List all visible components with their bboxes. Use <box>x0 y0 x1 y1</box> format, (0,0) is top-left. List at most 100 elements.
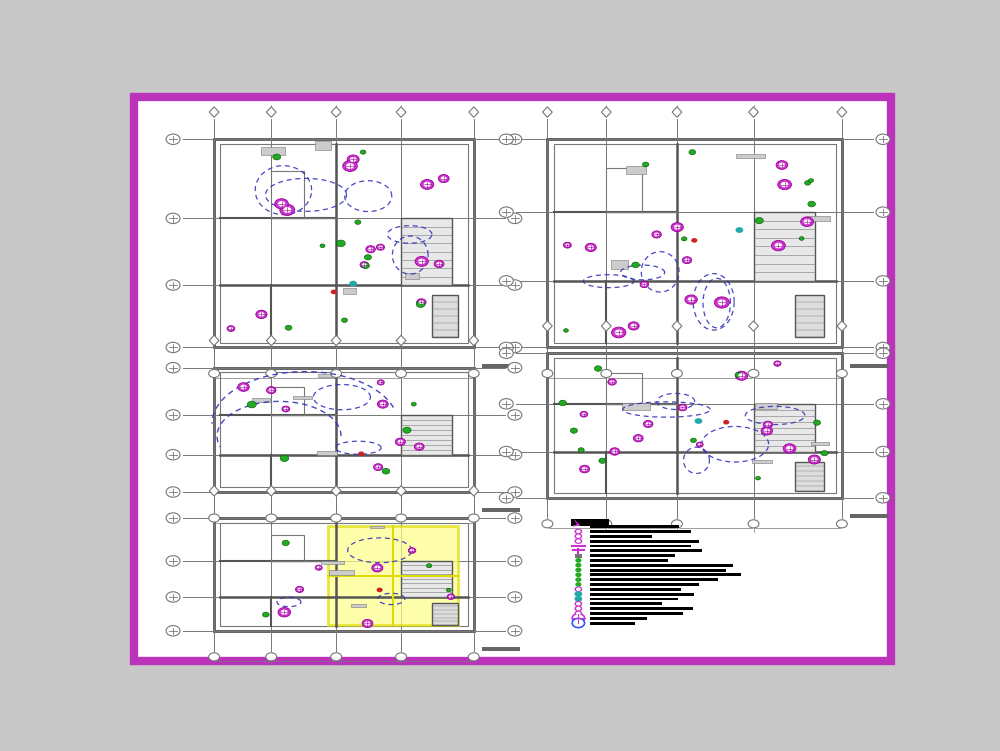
Circle shape <box>748 369 759 378</box>
Circle shape <box>376 465 381 469</box>
Circle shape <box>755 218 763 224</box>
Circle shape <box>266 369 277 378</box>
Circle shape <box>559 400 567 406</box>
Bar <box>321 562 344 564</box>
Bar <box>432 295 458 337</box>
Polygon shape <box>601 107 611 117</box>
Circle shape <box>266 514 277 522</box>
Circle shape <box>418 258 425 264</box>
Circle shape <box>781 182 788 187</box>
Bar <box>590 554 675 557</box>
Circle shape <box>331 514 342 522</box>
Circle shape <box>652 231 661 238</box>
Circle shape <box>256 310 267 318</box>
Circle shape <box>499 134 513 144</box>
Circle shape <box>542 369 553 378</box>
Bar <box>590 559 668 562</box>
Bar <box>590 588 681 591</box>
Circle shape <box>876 134 890 144</box>
Circle shape <box>678 404 687 411</box>
Bar <box>611 261 628 269</box>
Polygon shape <box>837 321 847 331</box>
Circle shape <box>280 455 289 462</box>
Circle shape <box>414 443 424 451</box>
Circle shape <box>382 469 390 474</box>
Polygon shape <box>396 107 406 117</box>
Bar <box>261 147 285 155</box>
Circle shape <box>576 539 581 543</box>
Circle shape <box>804 219 811 225</box>
Polygon shape <box>469 335 479 345</box>
Circle shape <box>508 556 522 566</box>
Circle shape <box>574 587 582 592</box>
Circle shape <box>229 327 233 330</box>
Circle shape <box>813 420 821 425</box>
Bar <box>547 353 842 498</box>
Polygon shape <box>469 486 479 496</box>
Circle shape <box>362 620 373 628</box>
Circle shape <box>499 493 513 503</box>
Circle shape <box>468 369 479 378</box>
Polygon shape <box>331 335 341 345</box>
Circle shape <box>654 233 659 237</box>
Circle shape <box>282 406 290 412</box>
Circle shape <box>578 448 584 452</box>
Circle shape <box>315 565 322 570</box>
Circle shape <box>508 513 522 523</box>
Bar <box>754 212 815 281</box>
Circle shape <box>320 244 325 248</box>
Bar <box>554 144 836 342</box>
Circle shape <box>542 520 553 528</box>
Circle shape <box>377 380 384 385</box>
Circle shape <box>640 282 649 288</box>
Circle shape <box>449 596 453 599</box>
Bar <box>850 363 888 368</box>
Polygon shape <box>672 321 682 331</box>
Circle shape <box>331 290 337 294</box>
Circle shape <box>599 458 606 463</box>
Circle shape <box>508 280 522 290</box>
Circle shape <box>166 487 180 497</box>
Circle shape <box>499 399 513 409</box>
Circle shape <box>574 611 582 617</box>
Bar <box>214 368 474 492</box>
Circle shape <box>685 295 697 304</box>
Circle shape <box>209 369 220 378</box>
Circle shape <box>574 529 582 534</box>
Circle shape <box>808 455 820 464</box>
Circle shape <box>564 329 568 332</box>
Circle shape <box>378 246 383 249</box>
Circle shape <box>575 572 581 577</box>
Bar <box>554 358 836 493</box>
Circle shape <box>372 564 383 572</box>
Circle shape <box>671 222 683 232</box>
Bar <box>571 519 609 526</box>
Circle shape <box>269 388 274 392</box>
Circle shape <box>575 558 581 562</box>
Bar <box>590 608 693 610</box>
Circle shape <box>876 446 890 457</box>
Bar <box>590 578 718 581</box>
Circle shape <box>576 535 581 538</box>
Circle shape <box>642 162 649 167</box>
Circle shape <box>689 149 696 155</box>
Circle shape <box>696 442 703 447</box>
Bar <box>752 460 772 463</box>
Circle shape <box>576 587 581 591</box>
Circle shape <box>446 588 451 592</box>
Circle shape <box>166 556 180 566</box>
Bar <box>574 553 582 558</box>
Circle shape <box>632 262 639 267</box>
Circle shape <box>646 422 651 426</box>
Circle shape <box>285 325 292 330</box>
Circle shape <box>582 412 586 416</box>
Circle shape <box>499 276 513 286</box>
Circle shape <box>580 412 588 417</box>
Circle shape <box>362 263 367 267</box>
Circle shape <box>575 578 581 582</box>
Polygon shape <box>469 107 479 117</box>
Bar <box>622 403 650 410</box>
Circle shape <box>876 348 890 358</box>
Bar <box>271 535 304 561</box>
Circle shape <box>714 297 729 308</box>
